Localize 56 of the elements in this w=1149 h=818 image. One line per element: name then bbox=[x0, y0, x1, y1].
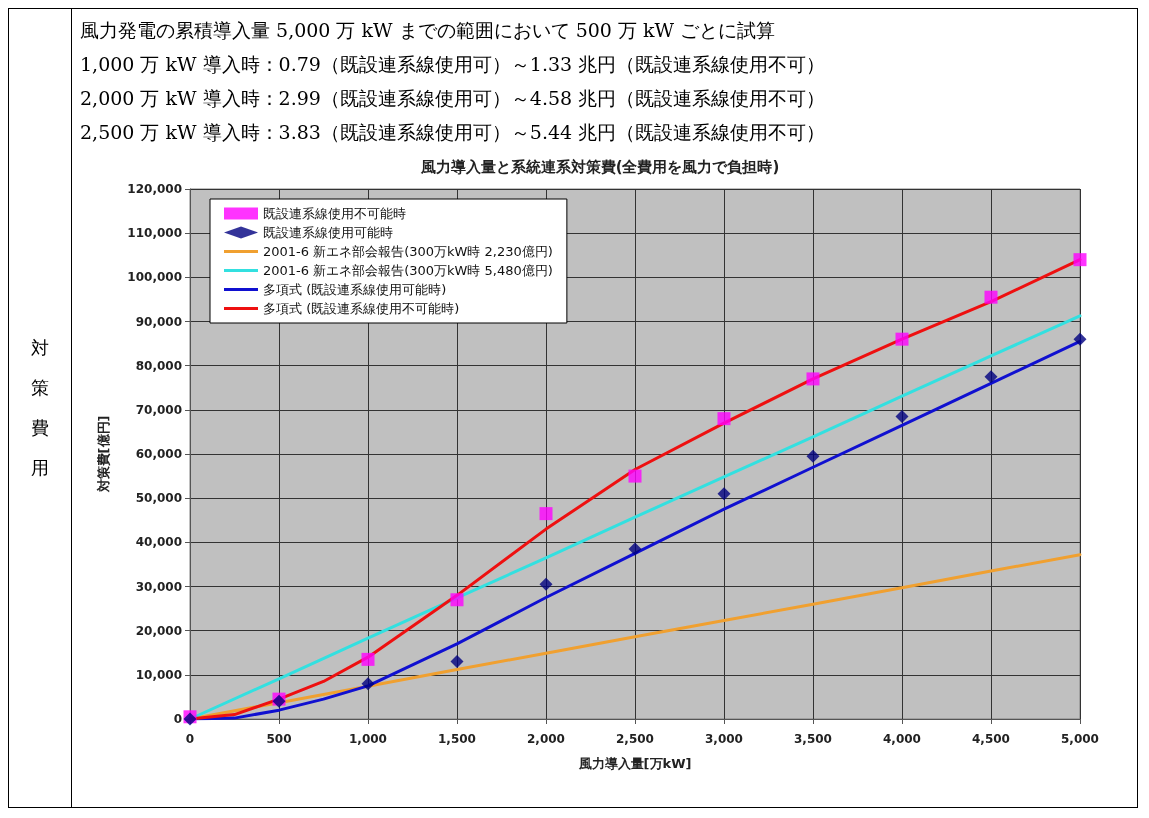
x-tick-label: 1,500 bbox=[438, 732, 476, 746]
x-axis-title: 風力導入量[万kW] bbox=[577, 756, 692, 771]
point bbox=[361, 652, 375, 666]
legend-label: 既設連系線使用可能時 bbox=[263, 225, 393, 240]
point bbox=[450, 593, 464, 607]
y-tick-label: 50,000 bbox=[135, 491, 182, 506]
x-tick-label: 1,000 bbox=[349, 732, 387, 746]
point bbox=[1073, 332, 1087, 346]
y-tick-label: 100,000 bbox=[127, 270, 182, 285]
text: 風力発電の累積導入量 5,000 万 kW までの範囲において 500 万 kW ごとに試算 bbox=[80, 18, 777, 43]
legend-label: 2001-6 新エネ部会報告(300万kW時 2,230億円) bbox=[263, 244, 553, 259]
text: 2,000 万 kW 導入時：2.99（既設連系線使用可）～4.58 兆円（既設連系線使用不可） bbox=[80, 86, 827, 111]
x-tick-label: 3,000 bbox=[705, 732, 743, 746]
point bbox=[539, 577, 553, 591]
point bbox=[806, 372, 820, 386]
y-tick-label: 80,000 bbox=[135, 358, 182, 373]
x-tick-label: 500 bbox=[266, 732, 292, 746]
point bbox=[895, 409, 909, 423]
text: 1,000 万 kW 導入時：0.79（既設連系線使用可）～1.33 兆円（既設連系線使用不可） bbox=[80, 52, 827, 77]
y-axis-title: 対策費[億円] bbox=[96, 415, 111, 494]
y-tick-label: 30,000 bbox=[135, 579, 182, 594]
x-tick-label: 2,000 bbox=[527, 732, 565, 746]
point bbox=[361, 677, 375, 691]
y-tick-label: 0 bbox=[173, 712, 182, 726]
y-tick-label: 110,000 bbox=[127, 226, 182, 241]
y-tick-label: 10,000 bbox=[135, 667, 182, 682]
point bbox=[717, 412, 731, 426]
point bbox=[984, 290, 998, 304]
point bbox=[984, 370, 998, 384]
point bbox=[450, 655, 464, 669]
text: 2,500 万 kW 導入時：3.83（既設連系線使用可）～5.44 兆円（既設連系線使用不可） bbox=[80, 120, 827, 145]
y-tick-label: 20,000 bbox=[135, 623, 182, 638]
x-tick-label: 5,000 bbox=[1061, 732, 1099, 746]
x-tick-label: 0 bbox=[185, 732, 195, 746]
x-tick-label: 2,500 bbox=[616, 732, 654, 746]
y-tick-label: 120,000 bbox=[127, 182, 182, 196]
point bbox=[1073, 253, 1087, 267]
point bbox=[717, 487, 731, 501]
point bbox=[539, 507, 553, 521]
y-tick-label: 60,000 bbox=[135, 447, 182, 461]
point bbox=[895, 332, 909, 346]
point bbox=[628, 469, 642, 483]
legend-label: 既設連系線使用不可能時 bbox=[263, 206, 406, 221]
x-tick-label: 4,500 bbox=[972, 732, 1010, 746]
text: 対策費用 bbox=[30, 336, 50, 480]
legend-label: 多項式 (既設連系線使用可能時) bbox=[263, 282, 447, 297]
legend-label: 多項式 (既設連系線使用不可能時) bbox=[263, 301, 460, 316]
chart-title: 風力導入量と系統連系対策費(全費用を風力で負担時) bbox=[419, 157, 780, 176]
point bbox=[806, 449, 820, 463]
legend-label: 2001-6 新エネ部会報告(300万kW時 5,480億円) bbox=[263, 263, 553, 278]
y-tick-label: 90,000 bbox=[135, 314, 182, 329]
x-tick-label: 3,500 bbox=[794, 732, 832, 746]
y-tick-label: 70,000 bbox=[135, 402, 182, 417]
point bbox=[628, 542, 642, 556]
y-tick-label: 40,000 bbox=[135, 535, 182, 550]
x-tick-label: 4,000 bbox=[883, 732, 921, 746]
